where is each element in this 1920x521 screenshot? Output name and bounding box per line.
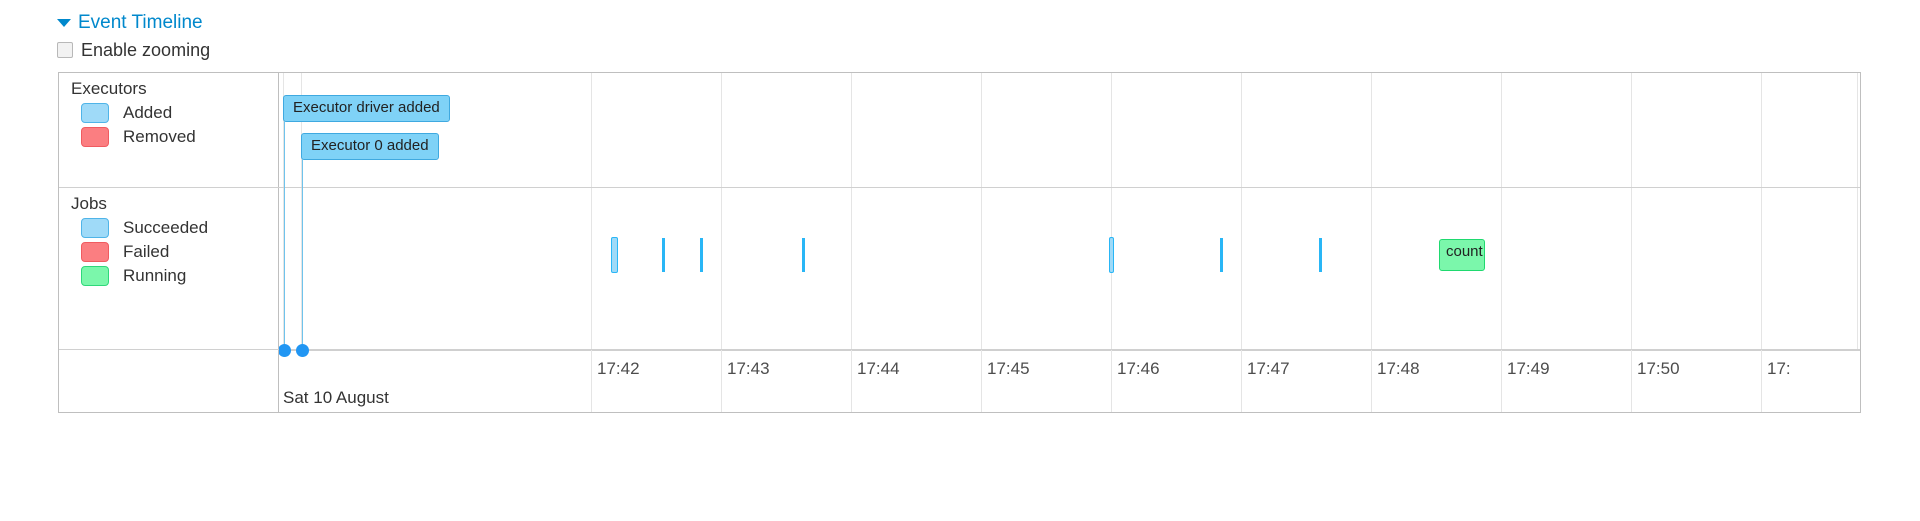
legend-swatch-removed — [81, 127, 109, 147]
axis-tick — [1371, 350, 1372, 412]
gridline — [591, 188, 592, 349]
executor-event-stem — [302, 159, 303, 188]
enable-zooming-checkbox[interactable] — [57, 42, 73, 58]
enable-zooming-row[interactable]: Enable zooming — [57, 41, 210, 59]
gridline — [721, 73, 722, 187]
axis-tick-label: 17:49 — [1507, 359, 1550, 378]
job-event-box[interactable]: count — [1439, 239, 1485, 271]
lane-jobs[interactable]: count — [279, 188, 1860, 350]
axis-tick — [721, 350, 722, 412]
axis-tick — [981, 350, 982, 412]
timeline-canvas[interactable]: Executor driver added Executor 0 added co… — [279, 73, 1860, 412]
legend-label-succeeded: Succeeded — [123, 218, 209, 237]
job-event-tick[interactable] — [1220, 238, 1223, 272]
gridline — [1371, 73, 1372, 187]
axis-tick-label: 17:50 — [1637, 359, 1680, 378]
legend-label-added: Added — [123, 103, 173, 122]
job-event-tick[interactable] — [1319, 238, 1322, 272]
job-event-tick[interactable] — [802, 238, 805, 272]
lane-executors[interactable]: Executor driver added Executor 0 added — [279, 73, 1860, 188]
gridline — [1241, 73, 1242, 187]
gridline — [301, 73, 302, 187]
page-title[interactable]: Event Timeline — [78, 12, 203, 33]
legend-item-failed: Failed — [59, 238, 279, 262]
legend-label-failed: Failed — [123, 242, 170, 261]
timeline-legend-column: Executors Added Removed Jobs Succeeded — [59, 73, 279, 412]
gridline — [301, 188, 302, 349]
group-title-jobs: Jobs — [71, 194, 107, 213]
legend-item-succeeded: Succeeded — [59, 214, 279, 238]
axis-tick — [851, 350, 852, 412]
gridline — [283, 188, 284, 349]
legend-swatch-added — [81, 103, 109, 123]
axis-tick-label: 17:42 — [597, 359, 640, 378]
axis-tick-label: 17:47 — [1247, 359, 1290, 378]
axis-tick-label: 17:46 — [1117, 359, 1160, 378]
legend-label-removed: Removed — [123, 127, 196, 146]
caret-down-icon[interactable] — [57, 18, 71, 27]
gridline — [1501, 188, 1502, 349]
axis-tick-label: 17:48 — [1377, 359, 1420, 378]
legend-swatch-running — [81, 266, 109, 286]
gridline — [1631, 188, 1632, 349]
gridline — [591, 73, 592, 187]
gridline — [1111, 73, 1112, 187]
gridline — [1857, 188, 1858, 349]
gridline — [851, 73, 852, 187]
event-timeline-header[interactable]: Event Timeline — [57, 13, 203, 32]
job-event-bar[interactable] — [1109, 237, 1114, 273]
axis-tick — [1501, 350, 1502, 412]
gridline — [851, 188, 852, 349]
legend-item-added: Added — [59, 99, 279, 123]
gridline — [981, 188, 982, 349]
group-title-executors: Executors — [71, 79, 147, 98]
group-label-jobs: Jobs Succeeded Failed Running — [59, 188, 279, 350]
executor-event-stem — [284, 121, 285, 188]
executor-event-anchor-dot[interactable] — [296, 344, 309, 357]
axis-tick — [1761, 350, 1762, 412]
executor-event-stem — [284, 188, 285, 350]
axis-major-label: Sat 10 August — [283, 388, 389, 407]
executor-event-box[interactable]: Executor 0 added — [301, 133, 439, 160]
gridline — [1241, 188, 1242, 349]
job-event-bar[interactable] — [611, 237, 618, 273]
axis-tick-label: 17: — [1767, 359, 1791, 378]
axis-tick-label: 17:43 — [727, 359, 770, 378]
legend-item-removed: Removed — [59, 123, 279, 147]
enable-zooming-label: Enable zooming — [81, 40, 211, 60]
axis-tick — [1241, 350, 1242, 412]
gridline — [1501, 73, 1502, 187]
legend-label-running: Running — [123, 266, 187, 285]
job-event-tick[interactable] — [662, 238, 665, 272]
legend-swatch-failed — [81, 242, 109, 262]
executor-event-anchor-dot[interactable] — [279, 344, 291, 357]
gridline — [1371, 188, 1372, 349]
gridline — [1631, 73, 1632, 187]
gridline — [721, 188, 722, 349]
gridline — [1857, 73, 1858, 187]
axis-tick — [1111, 350, 1112, 412]
gridline — [1761, 73, 1762, 187]
group-label-executors: Executors Added Removed — [59, 73, 279, 188]
axis-tick-label: 17:44 — [857, 359, 900, 378]
axis-baseline — [279, 350, 1860, 351]
job-event-tick[interactable] — [700, 238, 703, 272]
legend-swatch-succeeded — [81, 218, 109, 238]
executor-event-box[interactable]: Executor driver added — [283, 95, 450, 122]
group-label-axis-spacer — [59, 350, 279, 412]
axis-tick-label: 17:45 — [987, 359, 1030, 378]
executor-event-stem — [302, 188, 303, 350]
gridline — [283, 73, 284, 187]
legend-item-running: Running — [59, 262, 279, 286]
lane-axis: Sat 10 August 17:42 17:43 17:44 17:45 17:46 1… — [279, 344, 1860, 412]
gridline — [981, 73, 982, 187]
timeline-frame: Executors Added Removed Jobs Succeeded — [58, 72, 1861, 413]
axis-tick — [1631, 350, 1632, 412]
gridline — [1761, 188, 1762, 349]
axis-tick — [591, 350, 592, 412]
